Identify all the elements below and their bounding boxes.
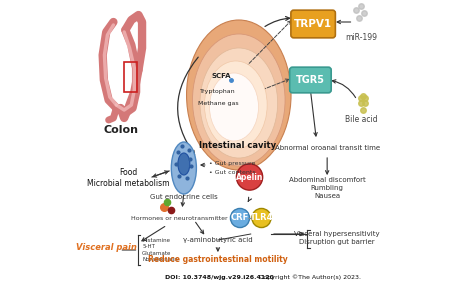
- Text: Abnormal oroanal transit time: Abnormal oroanal transit time: [274, 145, 380, 151]
- Text: Visceral hypersensitivity
Disruption gut barrier: Visceral hypersensitivity Disruption gut…: [294, 231, 380, 245]
- Text: Apelin: Apelin: [236, 173, 263, 181]
- Text: Tryptophan: Tryptophan: [200, 89, 236, 95]
- Ellipse shape: [178, 153, 190, 175]
- Ellipse shape: [200, 48, 278, 158]
- Ellipse shape: [192, 34, 285, 166]
- Text: γ-aminobutyric acid: γ-aminobutyric acid: [183, 237, 253, 243]
- Text: Intestinal cavity: Intestinal cavity: [199, 140, 276, 149]
- Text: Colon: Colon: [103, 125, 138, 135]
- FancyBboxPatch shape: [290, 67, 331, 93]
- Text: Food
Microbial metabolism: Food Microbial metabolism: [87, 168, 170, 188]
- Text: miR-199: miR-199: [345, 33, 377, 42]
- Text: TRPV1: TRPV1: [294, 19, 332, 29]
- Text: SCFA: SCFA: [211, 73, 231, 79]
- Circle shape: [237, 164, 263, 190]
- Text: Methane gas: Methane gas: [198, 100, 238, 106]
- Text: Abdominal discomfort
Rumbling
Nausea: Abdominal discomfort Rumbling Nausea: [289, 177, 365, 199]
- Text: TGR5: TGR5: [296, 75, 325, 85]
- Text: Gut endocrine cells: Gut endocrine cells: [150, 194, 218, 200]
- Text: DOI: 10.3748/wjg.v29.i26.4120: DOI: 10.3748/wjg.v29.i26.4120: [165, 275, 274, 280]
- Circle shape: [230, 209, 249, 228]
- Text: Bile acid: Bile acid: [345, 115, 377, 125]
- Ellipse shape: [171, 142, 196, 194]
- Text: Visceral pain: Visceral pain: [76, 243, 137, 252]
- Ellipse shape: [204, 61, 267, 149]
- Text: • Gut contents: • Gut contents: [209, 170, 255, 175]
- Text: TLR4: TLR4: [250, 213, 273, 222]
- FancyBboxPatch shape: [291, 10, 336, 38]
- Text: CRF: CRF: [231, 213, 249, 222]
- Text: • Gut pressure: • Gut pressure: [209, 160, 255, 166]
- Circle shape: [252, 209, 271, 228]
- Text: Hormones or neurotransmitter: Hormones or neurotransmitter: [131, 215, 228, 220]
- Text: Copyright ©The Author(s) 2023.: Copyright ©The Author(s) 2023.: [259, 274, 362, 280]
- Text: Reduce gastrointestinal motility: Reduce gastrointestinal motility: [148, 256, 288, 265]
- Text: Histamine
5-HT
Glutamate
Noradrenalin: Histamine 5-HT Glutamate Noradrenalin: [142, 238, 178, 262]
- Ellipse shape: [187, 20, 291, 170]
- Ellipse shape: [210, 73, 258, 141]
- Bar: [124, 62, 137, 92]
